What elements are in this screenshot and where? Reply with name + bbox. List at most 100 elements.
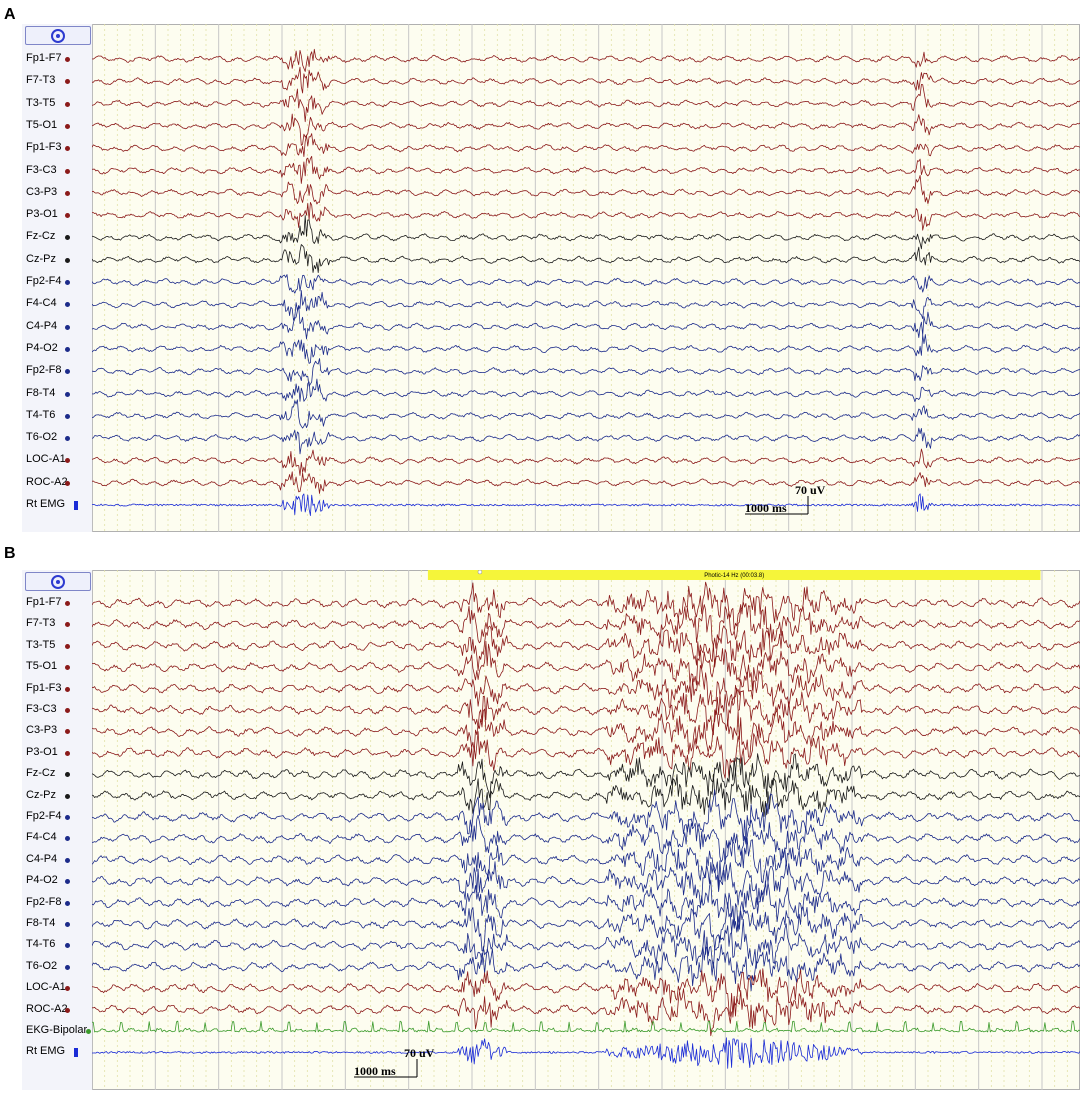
channel-label-p4-o2: P4-O2 [26, 341, 58, 354]
channel-label-p4-o2: P4-O2 [26, 874, 58, 887]
panel-letter-a: A [4, 6, 16, 23]
eeg-trace-fp1-f3 [92, 665, 1080, 708]
channel-label-f8-t4: F8-T4 [26, 917, 56, 929]
channel-label-loc-a1: LOC-A1 [26, 453, 66, 466]
eeg-trace-ekg-bipolar [92, 1020, 1080, 1033]
channel-marker-dot [65, 280, 70, 285]
channel-label-c4-p4: C4-P4 [26, 319, 58, 332]
eeg-trace-group [92, 48, 1080, 517]
channel-label-fp2-f8: Fp2-F8 [26, 895, 62, 908]
channel-label-roc-a2: ROC-A2 [26, 1002, 68, 1015]
eeg-trace-cz-pz [92, 244, 1080, 274]
channel-marker-dot [64, 793, 70, 799]
eeg-trace-fp2-f4 [92, 274, 1080, 294]
eeg-trace-f4-c4 [92, 290, 1080, 321]
channel-marker-dot [65, 815, 70, 820]
channel-marker-dot [65, 601, 70, 606]
channel-marker-dot [64, 79, 70, 85]
channel-marker-dot [64, 879, 70, 885]
eeg-trace-f4-c4 [92, 814, 1080, 865]
eeg-trace-f3-c3 [92, 155, 1080, 184]
channel-marker-dot [64, 413, 70, 419]
eeg-trace-fp1-f7 [92, 581, 1080, 631]
channel-label-fp1-f3: Fp1-F3 [26, 681, 62, 694]
channel-marker-bar [74, 1048, 78, 1058]
channel-marker-dot [64, 257, 70, 263]
panel-letter-b: B [4, 545, 16, 562]
channel-marker-dot [64, 168, 70, 174]
eeg-panel-a: Fp1-F7 F7-T3 T3-T5 T5-O1 Fp1-F3 F3-C3 C3-P3 P3-… [22, 24, 1080, 532]
eeg-trace-fp2-f4 [92, 789, 1080, 843]
montage-button[interactable] [25, 572, 91, 591]
eeg-trace-p3-o1 [92, 730, 1080, 779]
channel-marker-bar [74, 501, 78, 510]
target-icon [51, 574, 65, 589]
photic-stimulation-label: Photic-14 Hz (00:03.8) [704, 573, 764, 579]
channel-label-fz-cz: Fz-Cz [26, 767, 56, 780]
channel-marker-dot [64, 235, 70, 241]
scale-time-label: 1000 ms [354, 1064, 396, 1078]
eeg-trace-rt-emg [92, 1037, 1080, 1069]
channel-marker-dot [64, 922, 70, 927]
channel-marker-dot [64, 708, 70, 713]
channel-label-t4-t6: T4-T6 [26, 408, 56, 421]
channel-marker-dot [64, 324, 70, 330]
channel-marker-dot [64, 964, 70, 970]
channel-marker-dot [64, 643, 70, 649]
channel-marker-dot [64, 857, 70, 863]
eeg-trace-c4-p4 [92, 837, 1080, 888]
channel-marker-dot [64, 190, 70, 196]
channel-label-p3-o1: P3-O1 [26, 208, 58, 221]
eeg-trace-rt-emg [92, 493, 1080, 517]
eeg-trace-cz-pz [92, 769, 1080, 817]
photic-stimulation-bar [427, 570, 1041, 580]
scale-bar: 1000 ms 70 uV [354, 1046, 435, 1078]
eeg-trace-fp1-f3 [92, 133, 1080, 158]
target-icon [51, 28, 65, 43]
eeg-trace-f7-t3 [92, 66, 1080, 94]
scale-amp-label: 70 uV [404, 1046, 435, 1060]
eeg-trace-p4-o2 [92, 860, 1080, 906]
channel-marker-dot [65, 986, 70, 992]
eeg-trace-fz-cz [92, 753, 1080, 799]
channel-label-t4-t6: T4-T6 [26, 938, 56, 951]
channel-label-column [22, 570, 92, 1090]
channel-label-fp1-f7: Fp1-F7 [26, 596, 62, 608]
eeg-trace-t4-t6 [92, 399, 1080, 429]
eeg-trace-t3-t5 [92, 84, 1080, 123]
channel-marker-dot [64, 622, 70, 628]
channel-marker-dot [65, 369, 70, 375]
channel-marker-dot [65, 1007, 70, 1013]
channel-label-fp2-f8: Fp2-F8 [26, 364, 62, 377]
channel-label-cz-pz: Cz-Pz [26, 252, 56, 265]
eeg-trace-fp2-f8 [92, 358, 1080, 387]
photic-marker [477, 570, 483, 575]
channel-marker-dot [64, 213, 70, 219]
eeg-trace-f3-c3 [92, 688, 1080, 736]
eeg-trace-p3-o1 [92, 201, 1080, 231]
eeg-trace-fp2-f8 [92, 879, 1080, 932]
scale-time-label: 1000 ms [745, 501, 787, 515]
eeg-trace-c3-p3 [92, 174, 1080, 205]
eeg-traces-b: Photic-14 Hz (00:03.8) 1000 ms 70 uV [92, 570, 1080, 1090]
eeg-trace-t6-o2 [92, 944, 1080, 992]
eeg-trace-fp1-f7 [92, 48, 1080, 72]
eeg-trace-t5-o1 [92, 641, 1080, 691]
channel-marker-dot [64, 391, 70, 397]
channel-marker-dot [65, 686, 70, 692]
channel-marker-dot [65, 57, 70, 62]
channel-label-t6-o2: T6-O2 [26, 959, 58, 972]
channel-label-t5-o1: T5-O1 [26, 660, 58, 673]
channel-marker-dot [64, 836, 70, 842]
channel-label-fp1-f7: Fp1-F7 [26, 52, 62, 64]
channel-label-roc-a2: ROC-A2 [26, 475, 68, 488]
channel-marker-dot [64, 772, 70, 778]
channel-label-cz-pz: Cz-Pz [26, 788, 56, 801]
montage-button[interactable] [25, 26, 91, 45]
channel-marker-dot [65, 146, 70, 152]
channel-label-f4-c4: F4-C4 [26, 831, 57, 844]
channel-marker-dot [65, 480, 70, 486]
channel-label-t5-o1: T5-O1 [26, 118, 58, 131]
channel-label-fp2-f4: Fp2-F4 [26, 810, 62, 822]
channel-label-rt-emg: Rt EMG [26, 1045, 66, 1058]
